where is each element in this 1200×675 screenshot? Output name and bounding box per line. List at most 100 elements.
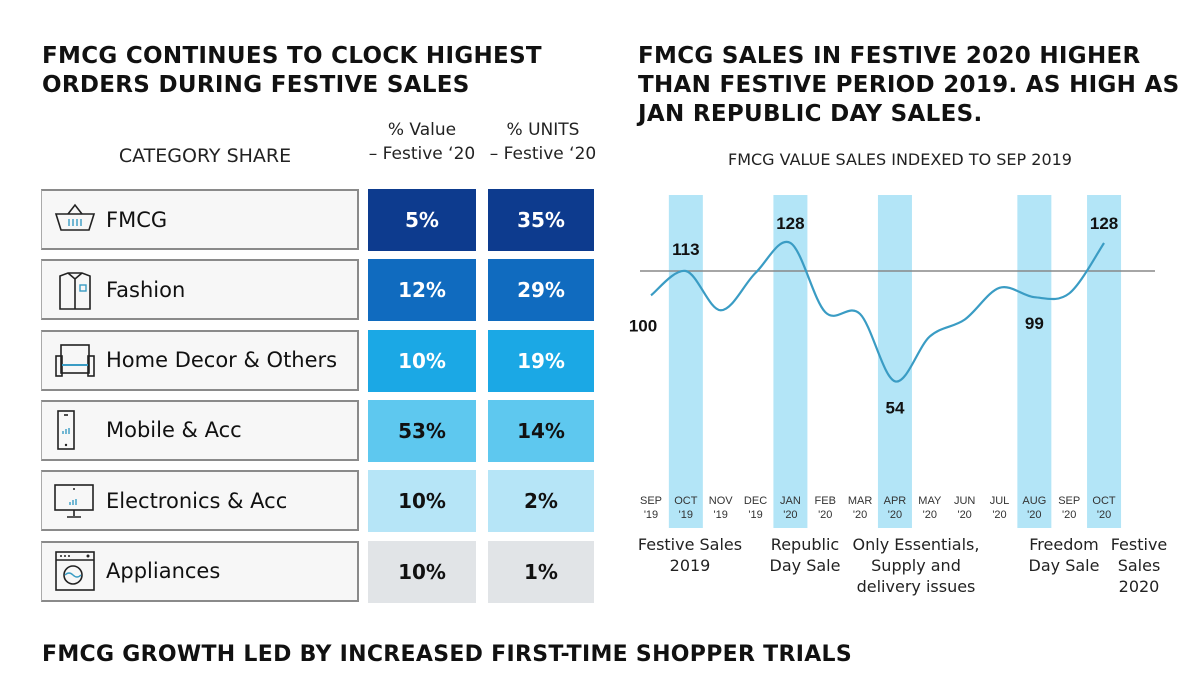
annotation-line: Festive Sales <box>637 535 743 554</box>
x-tick-label: '20 <box>783 509 797 521</box>
x-tick-label: '19 <box>644 509 658 521</box>
basket-icon <box>52 200 98 240</box>
x-tick-label: FEB <box>815 495 836 507</box>
x-tick-label: AUG <box>1022 495 1046 507</box>
value-cell: 5% <box>368 189 476 251</box>
category-row: Appliances <box>41 540 359 602</box>
mobile-phone-icon <box>52 410 98 451</box>
x-tick-label: JUN <box>954 495 975 507</box>
x-tick-label: OCT <box>1092 495 1116 507</box>
value-cell: 10% <box>368 470 476 533</box>
value-cell: 10% <box>368 540 476 603</box>
x-tick-label: APR <box>884 495 907 507</box>
units-cell: 29% <box>488 259 594 322</box>
right-title-line: JAN REPUBLIC DAY SALES. <box>638 101 983 127</box>
header-line: % UNITS <box>506 120 580 140</box>
annotation-line: Sales <box>1117 556 1161 575</box>
units-column-header: % UNITS – Festive ‘20 <box>478 118 608 166</box>
category-row: Electronics & Acc <box>41 470 359 532</box>
annotation-line: Republic <box>770 535 840 554</box>
highlight-band <box>877 195 912 528</box>
x-tick-label: MAR <box>848 495 873 507</box>
right-title-line: THAN FESTIVE PERIOD 2019. AS HIGH AS <box>638 72 1180 98</box>
annotation-line: Day Sale <box>1028 556 1100 575</box>
chart-title: FMCG VALUE SALES INDEXED TO SEP 2019 <box>728 150 1072 169</box>
chart-annotation: Festive Sales 2020 <box>1059 534 1200 597</box>
x-tick-label: '20 <box>853 509 867 521</box>
series-line <box>650 240 1105 383</box>
x-tick-label: '20 <box>818 509 832 521</box>
left-title: FMCG CONTINUES TO CLOCK HIGHEST ORDERS D… <box>42 42 542 100</box>
sofa-icon <box>52 340 98 380</box>
x-tick-label: '20 <box>1097 509 1111 521</box>
value-cell: 10% <box>368 329 476 392</box>
x-tick-label: OCT <box>674 495 698 507</box>
line-chart: SEP '19 OCT '19 NOV '19 DEC '19 JAN '20 FEB '20 MAR '… <box>629 195 1155 528</box>
category-share-header: CATEGORY SHARE <box>118 145 292 167</box>
washing-machine-icon <box>52 551 98 591</box>
x-tick-label: '19 <box>748 509 762 521</box>
footer-title: FMCG GROWTH LED BY INCREASED FIRST-TIME … <box>42 642 852 667</box>
category-label: Appliances <box>106 559 221 583</box>
category-label: FMCG <box>106 207 168 232</box>
units-cell: 2% <box>488 470 594 533</box>
header-line: – Festive ‘20 <box>489 144 597 164</box>
annotation-line: Day Sale <box>769 556 841 575</box>
x-tick-label: SEP <box>1058 495 1080 507</box>
units-cell: 1% <box>488 540 594 603</box>
category-row: Mobile & Acc <box>41 399 359 461</box>
highlight-band <box>1087 195 1122 528</box>
category-label: Electronics & Acc <box>106 488 288 513</box>
annotation-line: delivery issues <box>856 577 976 596</box>
x-tick-label: '20 <box>1062 509 1076 521</box>
x-tick-label: DEC <box>744 495 767 507</box>
monitor-icon <box>52 481 98 521</box>
annotation-line: Freedom <box>1029 535 1099 554</box>
shirt-icon <box>52 270 98 310</box>
x-tick-label: '20 <box>888 509 902 521</box>
units-cell: 14% <box>488 399 594 462</box>
units-cell: 19% <box>488 329 594 392</box>
units-cell: 35% <box>488 189 594 251</box>
x-tick-label: JAN <box>780 495 801 507</box>
x-tick-label: MAY <box>918 495 942 507</box>
data-label: 54 <box>885 398 904 417</box>
annotation-line: Festive <box>1110 535 1168 554</box>
x-tick-label: '19 <box>714 509 728 521</box>
annotation-line: 2019 <box>669 556 711 575</box>
data-label: 99 <box>1025 314 1044 333</box>
x-tick-label: '20 <box>1027 509 1041 521</box>
category-row: Fashion <box>41 259 359 321</box>
right-title: FMCG SALES IN FESTIVE 2020 HIGHER THAN F… <box>638 42 1179 129</box>
category-label: Home Decor & Others <box>106 348 338 373</box>
highlight-band <box>1017 195 1052 528</box>
value-cell: 12% <box>368 259 476 322</box>
data-label: 128 <box>1090 214 1118 233</box>
data-label: 128 <box>776 214 804 233</box>
x-tick-label: '20 <box>992 509 1006 521</box>
annotation-line: Supply and <box>871 556 961 575</box>
x-tick-label: '20 <box>957 509 971 521</box>
data-label: 113 <box>672 240 699 259</box>
highlight-band <box>773 195 808 528</box>
highlight-band <box>668 195 703 528</box>
x-tick-label: JUL <box>990 495 1010 507</box>
x-tick-label: '19 <box>679 509 693 521</box>
chart-annotation: Festive Sales 2019 <box>610 534 770 576</box>
category-label: Fashion <box>106 277 186 302</box>
x-tick-label: SEP <box>640 495 662 507</box>
annotation-line: 2020 <box>1118 577 1160 596</box>
header-line: – Festive ‘20 <box>368 144 476 164</box>
chart-annotation: Republic Day Sale <box>725 534 885 576</box>
left-title-line: FMCG CONTINUES TO CLOCK HIGHEST <box>42 43 542 69</box>
chart-annotation: Freedom Day Sale <box>984 534 1144 576</box>
data-label: 100 <box>629 316 657 335</box>
category-row: Home Decor & Others <box>41 329 359 391</box>
x-tick-label: NOV <box>709 495 734 507</box>
header-line: % Value <box>387 120 457 140</box>
annotation-line: Only Essentials, <box>852 535 980 554</box>
x-tick-label: '20 <box>923 509 937 521</box>
category-row: FMCG <box>41 189 359 250</box>
category-label: Mobile & Acc <box>106 418 242 443</box>
